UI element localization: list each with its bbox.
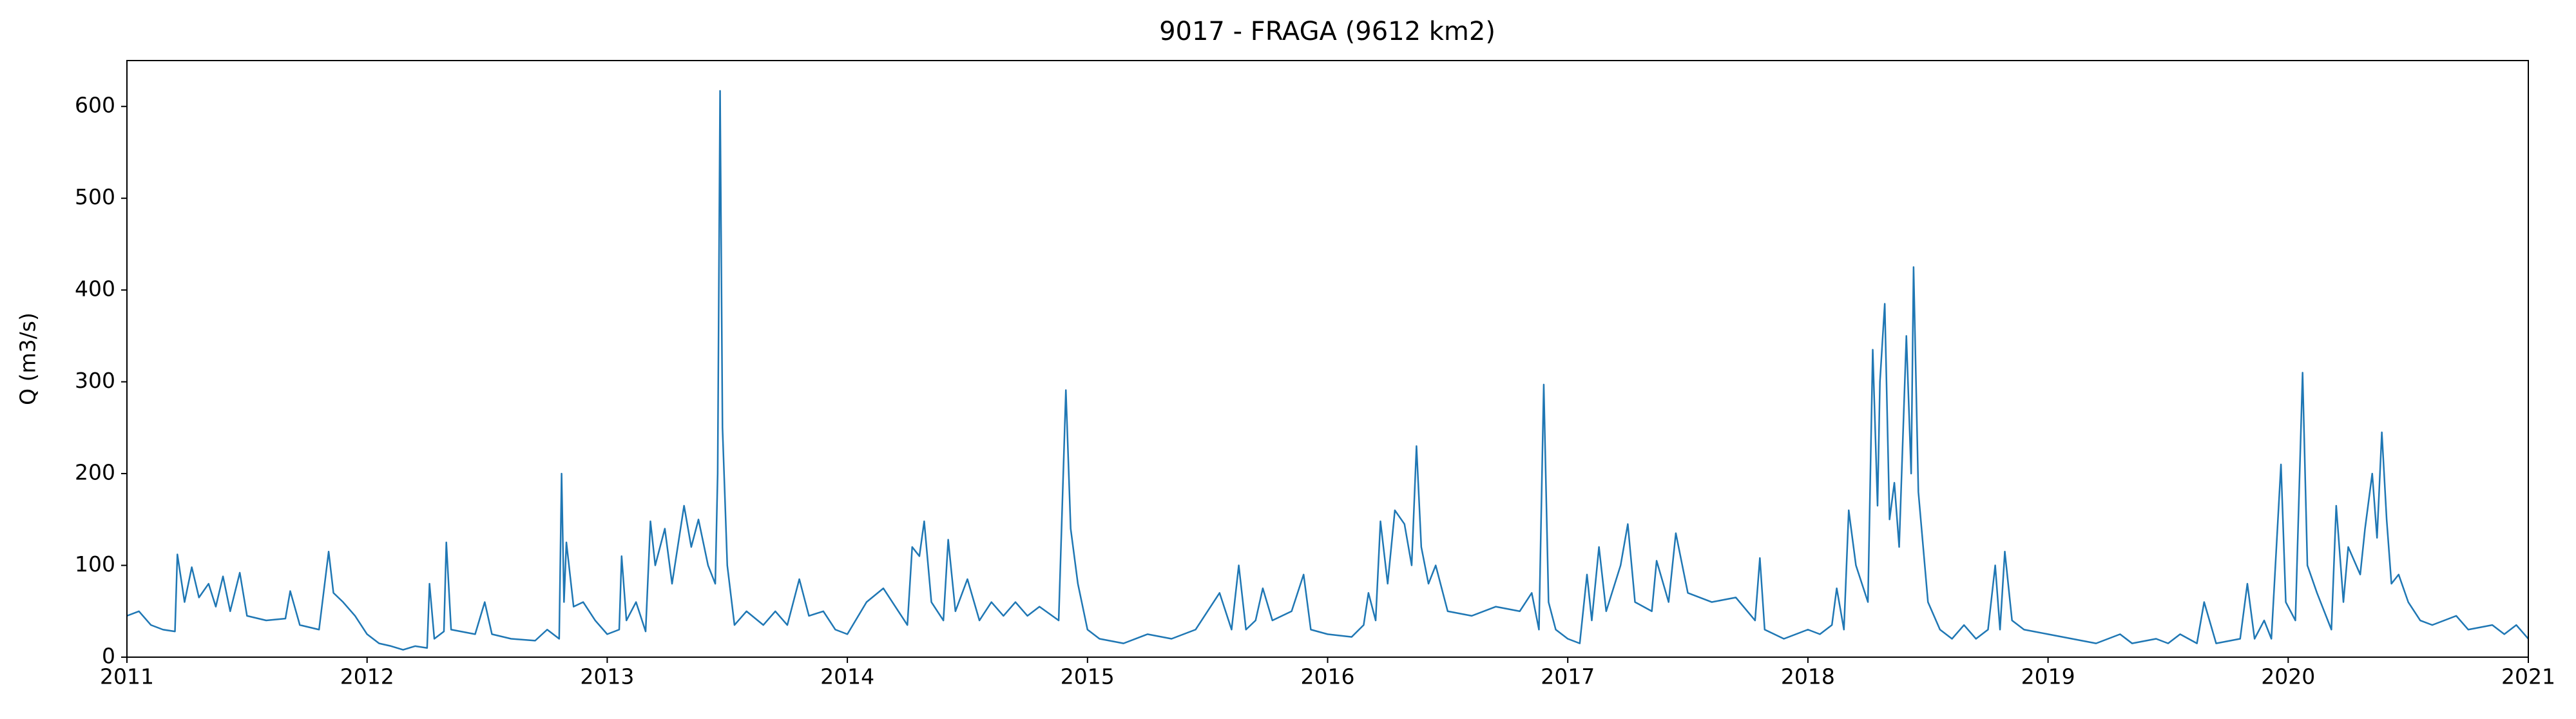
x-tick-label: 2019: [2021, 664, 2075, 689]
y-tick-label: 400: [75, 276, 115, 302]
y-tick-label: 100: [75, 551, 115, 577]
line-series: [126, 90, 2529, 651]
y-tick-label: 0: [102, 644, 115, 669]
x-tick-label: 2018: [1781, 664, 1835, 689]
x-tick-label: 2016: [1301, 664, 1355, 689]
x-tick-label: 2013: [580, 664, 634, 689]
plot-frame: [126, 60, 2529, 658]
x-tick-label: 2011: [100, 664, 154, 689]
y-axis-label: Q (m3/s): [15, 312, 41, 405]
y-tick-label: 300: [75, 368, 115, 393]
x-tick-label: 2015: [1061, 664, 1115, 689]
x-tick-label: 2012: [340, 664, 394, 689]
x-tick-label: 2017: [1541, 664, 1595, 689]
chart-title: 9017 - FRAGA (9612 km2): [1159, 17, 1495, 46]
x-tick-label: 2014: [820, 664, 874, 689]
y-tick-label: 600: [75, 93, 115, 118]
x-tick-label: 2020: [2261, 664, 2315, 689]
x-tick-label: 2021: [2501, 664, 2555, 689]
y-tick-label: 500: [75, 184, 115, 209]
y-tick-label: 200: [75, 460, 115, 485]
